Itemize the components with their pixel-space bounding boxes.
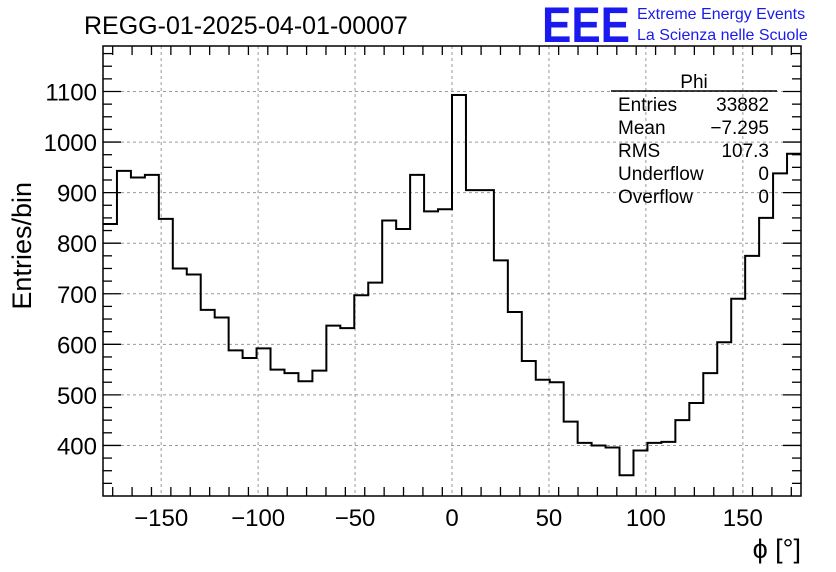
stats-label-underflow: Underflow (618, 164, 704, 185)
stats-value-overflow: 0 (758, 187, 769, 208)
stats-label-overflow: Overflow (618, 187, 693, 208)
logo-line-2: La Scienza nelle Scuole (637, 27, 808, 44)
x-tick-label: 50 (536, 505, 563, 532)
histogram-series (103, 94, 801, 477)
x-tick-label: −50 (335, 505, 376, 532)
axes: −150 −100 −50 0 50 100 150 400 500 600 700 800 900 10… (44, 45, 802, 532)
y-tick-label: 400 (57, 433, 97, 460)
logo-line-1: Extreme Energy Events (637, 6, 805, 23)
chart-title: REGG-01-2025-04-01-00007 (84, 12, 408, 40)
y-tick-label: 800 (57, 231, 97, 258)
y-axis-label: Entries/bin (7, 182, 37, 310)
stats-name: Phi (680, 72, 707, 93)
stats-value-underflow: 0 (758, 164, 769, 185)
eee-logo: EEE Extreme Energy Events La Scienza nel… (542, 0, 808, 53)
stats-box: Phi Entries 33882 Mean −7.295 RMS 107.3 … (611, 72, 777, 208)
stats-label-entries: Entries (618, 95, 677, 116)
x-tick-label: 150 (723, 505, 763, 532)
plot-frame (102, 45, 802, 497)
histogram-outline (103, 94, 801, 477)
stats-label-rms: RMS (618, 141, 660, 162)
stats-value-rms: 107.3 (721, 141, 769, 162)
stats-value-mean: −7.295 (710, 118, 769, 139)
stats-value-entries: 33882 (716, 95, 769, 116)
y-tick-label: 1100 (45, 80, 97, 107)
grid (103, 46, 801, 496)
x-axis-label: ϕ [°] (753, 534, 801, 564)
x-tick-label: 0 (445, 505, 458, 532)
y-tick-label: 500 (57, 383, 97, 410)
y-tick-label: 700 (57, 282, 97, 309)
x-tick-label: 100 (626, 505, 666, 532)
y-tick-label: 600 (57, 332, 97, 359)
stats-label-mean: Mean (618, 118, 666, 139)
logo-letters: EEE (542, 0, 630, 53)
x-tick-label: −150 (134, 505, 188, 532)
y-tick-label: 900 (57, 181, 97, 208)
y-tick-label: 1000 (44, 130, 97, 157)
x-tick-label: −100 (231, 505, 285, 532)
